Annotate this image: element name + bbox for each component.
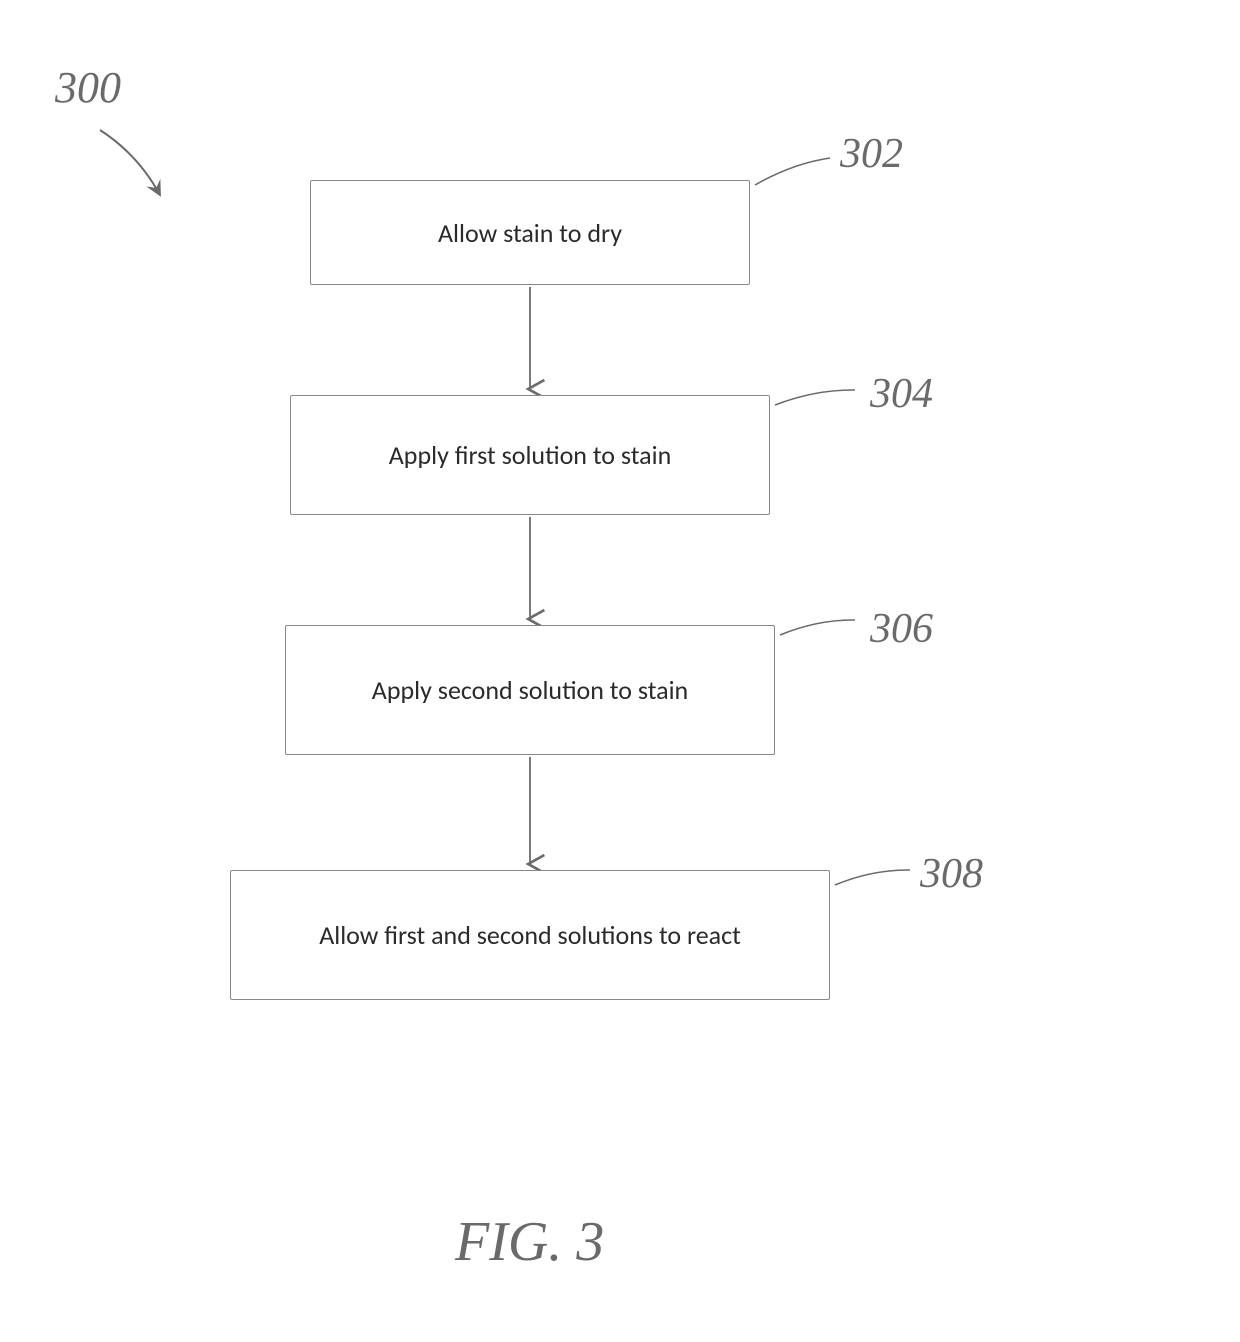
flow-box-306: Apply second solution to stain <box>285 625 775 755</box>
flow-box-304: Apply first solution to stain <box>290 395 770 515</box>
ref-label-308: 308 <box>920 850 983 898</box>
flow-box-text: Allow stain to dry <box>438 217 622 249</box>
figure-caption: FIG. 3 <box>455 1210 604 1274</box>
flow-arrow-icon <box>510 515 550 625</box>
flow-box-text: Apply first solution to stain <box>389 439 671 471</box>
flow-box-302: Allow stain to dry <box>310 180 750 285</box>
pointer-arrow-icon <box>90 120 170 205</box>
ref-label-306: 306 <box>870 605 933 653</box>
flow-box-text: Allow first and second solutions to reac… <box>319 919 741 951</box>
flow-arrow-icon <box>510 285 550 395</box>
flow-arrow-icon <box>510 755 550 870</box>
flow-box-text: Apply second solution to stain <box>372 674 688 706</box>
ref-label-302: 302 <box>840 130 903 178</box>
ref-label-304: 304 <box>870 370 933 418</box>
flow-box-308: Allow first and second solutions to reac… <box>230 870 830 1000</box>
diagram-id-label: 300 <box>55 62 121 113</box>
